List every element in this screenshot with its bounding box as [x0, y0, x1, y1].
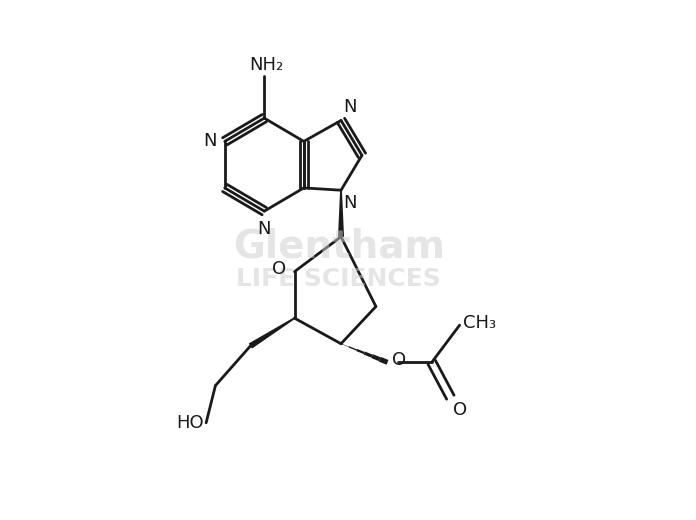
Text: N: N — [343, 194, 357, 212]
Text: N: N — [203, 133, 216, 150]
Polygon shape — [356, 349, 365, 354]
Text: N: N — [343, 98, 357, 116]
Polygon shape — [338, 190, 344, 237]
Text: HO: HO — [176, 414, 204, 432]
Text: N: N — [258, 219, 271, 238]
Polygon shape — [349, 346, 357, 350]
Polygon shape — [379, 357, 388, 365]
Polygon shape — [364, 352, 372, 358]
Text: LIFE SCIENCES: LIFE SCIENCES — [237, 267, 441, 291]
Polygon shape — [371, 354, 381, 361]
Text: O: O — [392, 351, 406, 369]
Text: O: O — [452, 401, 467, 419]
Text: NH₂: NH₂ — [249, 56, 284, 74]
Polygon shape — [248, 317, 295, 348]
Polygon shape — [341, 344, 349, 347]
Text: Glentham: Glentham — [232, 227, 445, 265]
Text: O: O — [272, 261, 286, 278]
Text: CH₃: CH₃ — [464, 314, 496, 332]
